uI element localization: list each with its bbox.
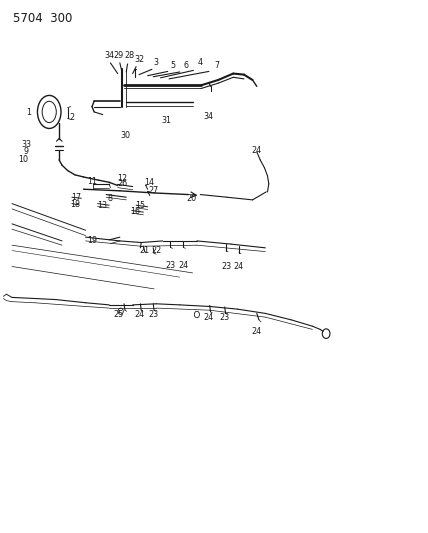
Text: 23: 23 (165, 261, 175, 270)
Text: 29: 29 (114, 52, 124, 60)
Text: 25: 25 (114, 310, 124, 319)
Text: 20: 20 (187, 194, 197, 203)
Text: 15: 15 (135, 201, 146, 209)
Text: 24: 24 (251, 146, 261, 155)
Text: 2: 2 (69, 113, 74, 122)
Text: 24: 24 (204, 313, 214, 321)
Text: 23: 23 (221, 262, 231, 271)
Text: 19: 19 (87, 237, 97, 245)
Text: 7: 7 (215, 61, 220, 69)
Text: 24: 24 (178, 261, 188, 270)
Text: 14: 14 (144, 178, 154, 187)
Text: 23: 23 (220, 313, 230, 321)
Text: 32: 32 (134, 55, 144, 64)
Text: 24: 24 (234, 262, 244, 271)
Text: 21: 21 (140, 246, 150, 255)
Text: 31: 31 (161, 117, 171, 125)
Text: 24: 24 (134, 310, 144, 319)
Text: 30: 30 (120, 132, 131, 140)
Text: 5: 5 (171, 61, 176, 69)
Text: 3: 3 (154, 59, 159, 67)
Text: 22: 22 (151, 246, 161, 255)
Text: 24: 24 (251, 327, 261, 336)
Text: 26: 26 (117, 180, 127, 188)
Text: 17: 17 (71, 193, 81, 201)
Text: 6: 6 (184, 61, 189, 69)
Text: 34: 34 (104, 52, 114, 60)
Text: 34: 34 (204, 112, 214, 120)
Text: 12: 12 (117, 174, 127, 182)
Text: 28: 28 (125, 52, 135, 60)
Text: 11: 11 (87, 177, 97, 185)
Text: 1: 1 (27, 109, 32, 117)
Text: 4: 4 (198, 59, 203, 67)
Text: 18: 18 (70, 200, 80, 208)
Text: 16: 16 (130, 207, 140, 216)
Text: 33: 33 (21, 141, 32, 149)
Text: 23: 23 (148, 310, 158, 319)
Text: 8: 8 (108, 194, 113, 203)
Text: 5704  300: 5704 300 (13, 12, 72, 25)
Text: 10: 10 (18, 156, 29, 164)
Text: 27: 27 (148, 186, 158, 195)
Text: 13: 13 (97, 201, 107, 209)
Text: 9: 9 (24, 148, 29, 156)
